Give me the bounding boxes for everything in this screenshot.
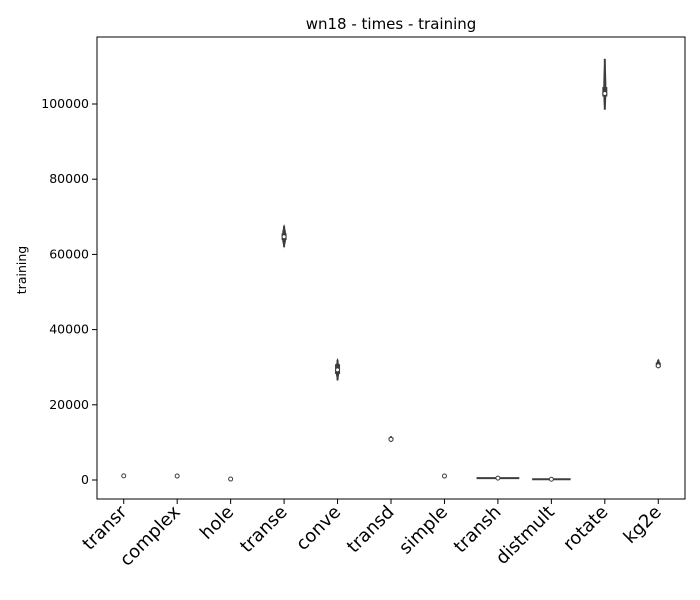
x-tick-label-distmult: distmult	[492, 502, 559, 569]
violin-median-rotate	[602, 90, 608, 96]
x-tick-label-conve: conve	[292, 502, 345, 555]
y-tick-label: 60000	[49, 246, 89, 261]
y-tick-label: 0	[81, 472, 89, 487]
x-tick-label-rotate: rotate	[559, 502, 612, 555]
violin-median-transd	[388, 436, 394, 442]
y-axis-label: training	[14, 246, 29, 294]
x-tick-label-transd: transd	[343, 502, 399, 558]
y-axis: 0 20000 40000 60000 80000 100000	[41, 96, 97, 487]
violin-median-hole	[228, 476, 234, 482]
x-tick-label-kg2e: kg2e	[620, 502, 666, 548]
x-tick-label-transe: transe	[236, 502, 291, 557]
x-tick-label-simple: simple	[395, 502, 452, 559]
violin-median-simple	[441, 473, 447, 479]
plot-area-frame	[96, 36, 686, 500]
violin-series	[121, 58, 661, 482]
violin-median-conve	[335, 367, 341, 373]
y-tick-label: 40000	[49, 322, 89, 337]
violin-median-complex	[174, 473, 180, 479]
violin-median-transh	[495, 475, 501, 481]
y-tick-label: 80000	[49, 171, 89, 186]
violin-median-distmult	[548, 476, 554, 482]
violin-median-transe	[281, 234, 287, 240]
x-tick-label-hole: hole	[196, 502, 238, 544]
y-tick-label: 100000	[41, 96, 89, 111]
violin-median-transr	[121, 473, 127, 479]
violin-median-kg2e	[655, 363, 661, 369]
chart-title: wn18 - times - training	[306, 15, 477, 33]
y-tick-label: 20000	[49, 397, 89, 412]
